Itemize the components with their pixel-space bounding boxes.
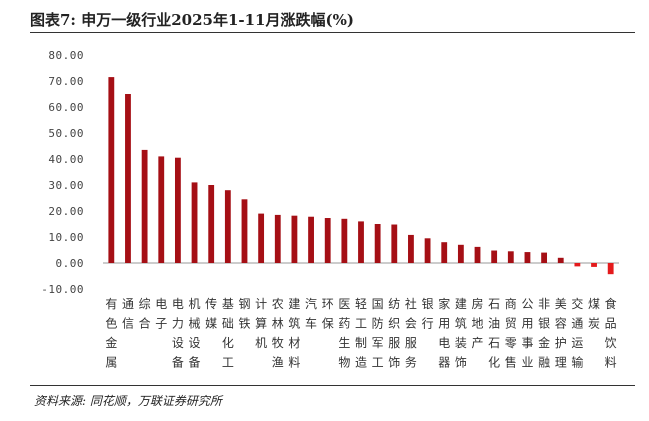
bar bbox=[557, 257, 564, 263]
bar bbox=[574, 263, 581, 267]
bar bbox=[607, 263, 614, 275]
x-tick-label: 煤炭 bbox=[588, 297, 600, 331]
x-tick-label: 通信 bbox=[122, 297, 134, 331]
bar bbox=[291, 215, 298, 263]
x-tick-label: 汽车 bbox=[305, 296, 317, 331]
bar bbox=[208, 185, 215, 263]
x-tick-label: 建筑装饰 bbox=[455, 297, 467, 370]
y-tick-label: 0.00 bbox=[56, 257, 85, 270]
x-tick-label: 环保 bbox=[322, 297, 334, 331]
chart-title: 图表7: 申万一级行业2025年1-11月涨跌幅(%) bbox=[30, 11, 354, 29]
x-tick-label: 公用事业 bbox=[521, 297, 533, 370]
x-tick-label: 电力设备 bbox=[172, 297, 184, 370]
bar bbox=[324, 218, 331, 263]
bar bbox=[358, 221, 364, 263]
bar bbox=[391, 224, 398, 263]
bar bbox=[491, 250, 498, 263]
bar bbox=[108, 77, 115, 263]
bar bbox=[374, 224, 381, 263]
bar bbox=[191, 182, 198, 263]
bar bbox=[524, 252, 531, 263]
x-tick-label: 食品饮料 bbox=[605, 296, 617, 370]
bar bbox=[541, 252, 548, 263]
bar bbox=[457, 244, 464, 263]
x-tick-label: 社会服务 bbox=[405, 296, 417, 370]
x-tick-label: 银行 bbox=[422, 297, 434, 331]
title-bar: 图表7: 申万一级行业2025年1-11月涨跌幅(%) bbox=[30, 8, 635, 33]
x-tick-label: 机械设备 bbox=[189, 297, 201, 370]
bar bbox=[158, 156, 165, 263]
bar bbox=[258, 213, 265, 263]
bar bbox=[408, 234, 414, 263]
x-tick-label: 家用电器 bbox=[438, 296, 450, 370]
bar bbox=[125, 94, 131, 263]
bar bbox=[507, 251, 514, 263]
x-tick-label: 钢铁 bbox=[238, 297, 250, 331]
bar bbox=[274, 214, 281, 263]
y-tick-label: 80.00 bbox=[48, 49, 84, 62]
bar bbox=[591, 263, 597, 267]
x-tick-label: 有色金属 bbox=[105, 297, 117, 370]
x-tick-label: 电子 bbox=[155, 297, 167, 331]
x-tick-label: 美容护理 bbox=[555, 297, 567, 370]
x-tick-label: 建筑材料 bbox=[288, 297, 300, 370]
bar bbox=[424, 238, 431, 263]
x-tick-label: 商贸零售 bbox=[505, 296, 517, 370]
x-tick-label: 非银金融 bbox=[538, 297, 550, 370]
x-tick-label: 国防军工 bbox=[372, 297, 384, 370]
bar bbox=[441, 242, 448, 263]
x-tick-label: 轻工制造 bbox=[355, 297, 367, 370]
bar bbox=[474, 246, 481, 263]
y-tick-label: 70.00 bbox=[48, 75, 84, 88]
x-tick-label: 综合 bbox=[139, 297, 151, 331]
bar bbox=[224, 190, 231, 263]
x-tick-label: 基础化工 bbox=[222, 297, 234, 370]
bar bbox=[241, 199, 248, 263]
bar bbox=[308, 216, 314, 263]
x-tick-label: 农林牧渔 bbox=[272, 297, 284, 370]
y-tick-label: 50.00 bbox=[48, 127, 84, 140]
y-tick-label: 60.00 bbox=[48, 101, 84, 114]
x-tick-label: 医药生物 bbox=[338, 297, 350, 370]
source-note: 资料来源: 同花顺，万联证券研究所 bbox=[34, 394, 222, 408]
bar bbox=[341, 218, 348, 263]
x-tick-label: 纺织服饰 bbox=[388, 297, 400, 370]
y-tick-label: 20.00 bbox=[48, 205, 84, 218]
y-tick-label: -10.00 bbox=[41, 283, 84, 296]
y-tick-label: 30.00 bbox=[48, 179, 84, 192]
x-tick-label: 计算机 bbox=[255, 297, 267, 350]
y-tick-label: 40.00 bbox=[48, 153, 84, 166]
bar bbox=[174, 157, 181, 263]
x-tick-label: 传媒 bbox=[205, 296, 217, 331]
x-tick-label: 房地产 bbox=[472, 296, 484, 350]
bar bbox=[141, 149, 148, 263]
x-tick-label: 交通运输 bbox=[571, 296, 583, 370]
x-tick-label: 石油石化 bbox=[488, 297, 500, 370]
y-tick-label: 10.00 bbox=[48, 231, 84, 244]
source-divider bbox=[30, 385, 635, 386]
